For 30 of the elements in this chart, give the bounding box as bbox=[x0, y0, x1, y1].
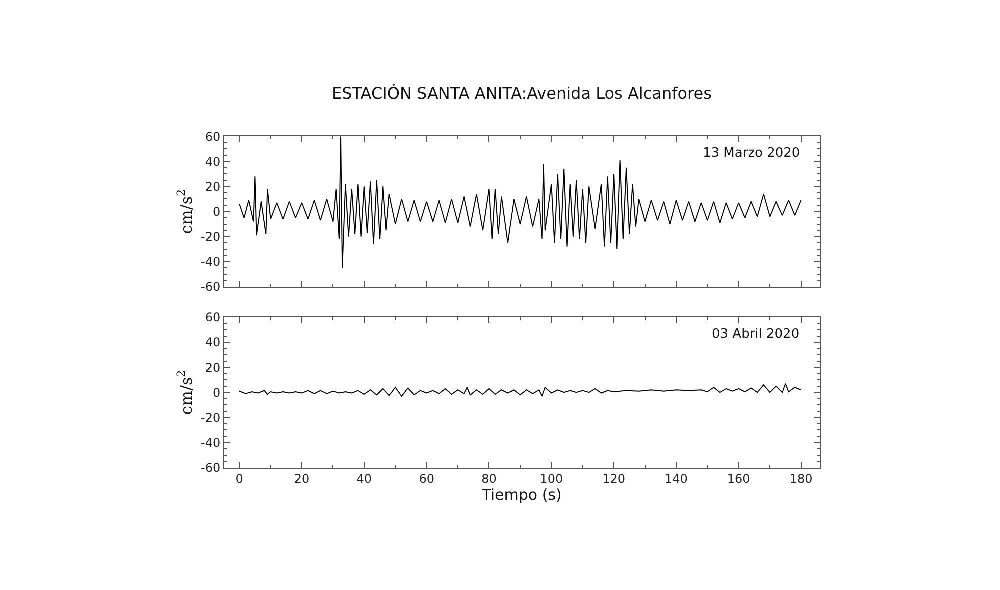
x-tick-label: 180 bbox=[790, 472, 813, 486]
y-tick-label: 20 bbox=[205, 180, 221, 194]
x-tick-label: 40 bbox=[356, 472, 372, 486]
y-tick-label: 60 bbox=[205, 310, 221, 325]
chart-title: ESTACIÓN SANTA ANITA:Avenida Los Alcanfores bbox=[332, 84, 712, 103]
y-tick-label: -40 bbox=[200, 255, 221, 270]
line-series bbox=[239, 136, 802, 269]
x-tick-label: 160 bbox=[727, 472, 750, 486]
annotation: 13 Marzo 2020 bbox=[703, 146, 800, 161]
y-tick-label: -20 bbox=[200, 410, 221, 425]
annotation: 03 Abril 2020 bbox=[712, 327, 800, 342]
x-tick-label: 60 bbox=[419, 472, 434, 486]
x-axis-title: Tiempo (s) bbox=[481, 486, 562, 504]
x-tick-label: 140 bbox=[665, 472, 688, 486]
x-tick-label: 20 bbox=[294, 472, 310, 486]
y-tick-label: -20 bbox=[200, 230, 221, 244]
y-tick-label: -60 bbox=[200, 461, 221, 476]
y-tick-label: 40 bbox=[205, 154, 221, 169]
y-tick-label: 0 bbox=[212, 204, 221, 219]
y-tick-label: 20 bbox=[205, 360, 221, 375]
x-tick-label: 0 bbox=[236, 472, 244, 486]
y-tick-label: -60 bbox=[200, 280, 221, 294]
x-tick-label: 80 bbox=[482, 472, 497, 486]
line-series bbox=[239, 383, 802, 397]
y-tick-label: 60 bbox=[205, 130, 221, 144]
y-tick-label: -40 bbox=[200, 436, 221, 450]
x-tick-label: 100 bbox=[540, 472, 564, 486]
y-tick-label: 0 bbox=[212, 386, 221, 400]
x-tick-label: 120 bbox=[602, 472, 626, 486]
y-tick-label: 40 bbox=[205, 336, 221, 350]
